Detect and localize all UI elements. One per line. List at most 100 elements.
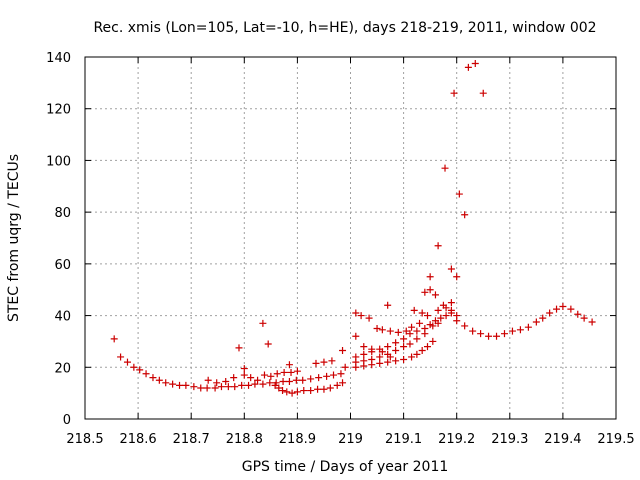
data-point [339,379,347,387]
data-point [264,340,272,348]
data-point [245,381,253,389]
data-point [524,323,532,331]
data-point [408,353,416,361]
data-point [326,384,334,392]
data-point [559,303,567,311]
data-point [149,374,157,382]
data-point [546,309,554,317]
data-point [406,340,414,348]
data-point [365,314,373,322]
data-point [553,305,561,313]
y-tick-label: 120 [46,103,71,118]
data-point [279,378,287,386]
data-point [429,322,437,330]
data-point [384,343,392,351]
data-point [434,242,442,250]
data-point [352,309,360,317]
data-point [260,371,268,379]
x-tick-label: 218.7 [173,432,210,447]
data-point [254,376,262,384]
data-point [413,327,421,335]
x-tick-label: 218.6 [119,432,156,447]
data-point [204,376,212,384]
y-tick-label: 40 [54,310,71,325]
data-point [516,326,524,334]
data-point [421,288,429,296]
data-point [421,325,429,332]
data-point [176,381,184,389]
data-point [402,327,410,335]
data-point [136,366,144,374]
data-point [155,376,163,384]
data-point [197,384,205,392]
data-point [378,348,386,356]
data-point [400,335,408,343]
data-point [442,312,450,320]
data-point [235,344,243,352]
data-point [431,291,439,299]
data-point [447,306,455,314]
data-point [123,358,131,366]
data-point [259,319,267,327]
data-point [479,89,487,97]
data-point [508,327,516,335]
data-point [230,374,238,382]
data-point [400,343,408,351]
data-point [392,357,400,365]
data-point [251,380,259,388]
data-point [373,325,381,332]
data-point [400,356,408,364]
x-tick-label: 219.1 [385,432,422,447]
data-point [320,385,328,393]
data-point [333,381,341,389]
data-point [386,353,394,361]
data-point [299,376,307,384]
data-point [426,286,434,294]
data-point [315,374,323,382]
data-point [217,383,225,391]
data-point [293,388,301,396]
data-points [110,59,596,397]
data-point [453,317,461,325]
data-point [461,322,469,330]
data-point [442,304,450,312]
data-point [213,379,221,387]
data-point [384,301,392,309]
data-point [271,381,279,389]
x-tick-label: 218.9 [279,432,316,447]
data-point [386,327,394,335]
data-point [368,345,376,353]
data-point [341,363,349,371]
data-point [471,59,479,67]
data-point [292,376,300,384]
y-tick-label: 140 [46,51,71,66]
x-tick-label: 219.4 [544,432,581,447]
data-point [394,328,402,336]
data-point [418,309,426,317]
data-point [477,330,485,338]
data-point [339,346,347,354]
data-point [240,365,248,373]
data-point [307,375,315,383]
y-tick-label: 0 [63,413,71,428]
data-point [574,310,582,318]
data-point [447,299,455,307]
chart-title: Rec. xmis (Lon=105, Lat=-10, h=HE), days… [93,20,596,36]
data-point [464,63,472,71]
data-point [410,306,418,314]
data-point [203,384,211,392]
data-point [130,363,138,371]
x-tick-label: 219.5 [597,432,634,447]
data-point [314,385,322,393]
data-point [493,332,501,340]
data-point [312,359,320,367]
data-point [323,372,331,380]
data-point [426,273,434,281]
y-tick-label: 20 [54,361,71,376]
x-tick-label: 218.5 [66,432,103,447]
data-point [352,353,360,361]
x-tick-label: 219 [338,432,363,447]
data-point [434,306,442,314]
data-point [273,370,281,378]
x-tick-label: 219.3 [491,432,528,447]
